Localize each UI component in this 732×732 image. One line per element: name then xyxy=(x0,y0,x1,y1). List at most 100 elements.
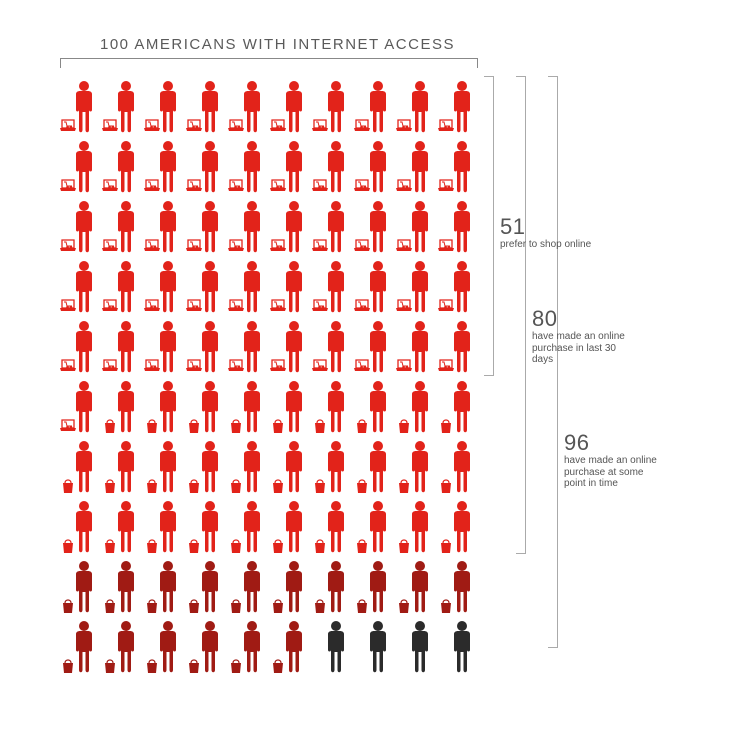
person-icon xyxy=(228,76,270,136)
person-icon xyxy=(60,136,102,196)
person-icon xyxy=(312,76,354,136)
person-icon xyxy=(438,616,480,676)
person-icon xyxy=(396,136,438,196)
person-icon xyxy=(186,496,228,556)
person-icon xyxy=(186,436,228,496)
person-icon xyxy=(186,556,228,616)
person-icon xyxy=(270,196,312,256)
person-icon xyxy=(102,316,144,376)
person-icon xyxy=(312,196,354,256)
person-icon xyxy=(60,256,102,316)
side-bracket-0 xyxy=(484,76,494,376)
person-icon xyxy=(228,496,270,556)
person-icon xyxy=(60,496,102,556)
person-icon xyxy=(102,196,144,256)
person-icon xyxy=(102,436,144,496)
person-icon xyxy=(438,196,480,256)
person-icon xyxy=(102,616,144,676)
person-icon xyxy=(144,436,186,496)
person-icon xyxy=(270,556,312,616)
person-icon xyxy=(228,376,270,436)
person-icon xyxy=(396,76,438,136)
stat-label-0: 51prefer to shop online xyxy=(500,214,591,251)
person-icon xyxy=(438,436,480,496)
person-icon xyxy=(312,316,354,376)
person-icon xyxy=(312,256,354,316)
person-icon xyxy=(228,556,270,616)
person-icon xyxy=(144,376,186,436)
person-icon xyxy=(396,256,438,316)
person-icon xyxy=(144,136,186,196)
person-icon xyxy=(396,316,438,376)
person-icon xyxy=(60,436,102,496)
people-grid xyxy=(60,76,480,676)
person-icon xyxy=(270,496,312,556)
person-icon xyxy=(438,376,480,436)
person-icon xyxy=(438,316,480,376)
stat-label-2: 96have made an online purchase at some p… xyxy=(564,430,664,490)
person-icon xyxy=(312,136,354,196)
person-icon xyxy=(60,556,102,616)
person-icon xyxy=(102,496,144,556)
person-icon xyxy=(60,376,102,436)
person-icon xyxy=(354,616,396,676)
person-icon xyxy=(60,316,102,376)
person-icon xyxy=(396,496,438,556)
stat-text: have made an online purchase at some poi… xyxy=(564,455,664,490)
person-icon xyxy=(186,136,228,196)
person-icon xyxy=(312,496,354,556)
person-icon xyxy=(144,316,186,376)
person-icon xyxy=(270,376,312,436)
person-icon xyxy=(270,316,312,376)
person-icon xyxy=(312,556,354,616)
person-icon xyxy=(60,616,102,676)
person-icon xyxy=(312,616,354,676)
person-icon xyxy=(228,256,270,316)
person-icon xyxy=(270,136,312,196)
person-icon xyxy=(144,76,186,136)
stat-value: 51 xyxy=(500,214,591,239)
side-bracket-1 xyxy=(516,76,526,554)
person-icon xyxy=(144,256,186,316)
person-icon xyxy=(60,76,102,136)
person-icon xyxy=(396,616,438,676)
person-icon xyxy=(354,436,396,496)
person-icon xyxy=(438,256,480,316)
person-icon xyxy=(186,76,228,136)
person-icon xyxy=(186,256,228,316)
person-icon xyxy=(270,256,312,316)
stat-label-1: 80have made an online purchase in last 3… xyxy=(532,306,632,366)
stat-value: 96 xyxy=(564,430,664,455)
person-icon xyxy=(144,616,186,676)
stat-value: 80 xyxy=(532,306,632,331)
person-icon xyxy=(312,376,354,436)
person-icon xyxy=(102,376,144,436)
person-icon xyxy=(438,136,480,196)
person-icon xyxy=(144,556,186,616)
person-icon xyxy=(102,136,144,196)
person-icon xyxy=(186,616,228,676)
person-icon xyxy=(396,196,438,256)
person-icon xyxy=(186,316,228,376)
person-icon xyxy=(438,496,480,556)
person-icon xyxy=(354,316,396,376)
person-icon xyxy=(354,196,396,256)
person-icon xyxy=(228,316,270,376)
person-icon xyxy=(396,556,438,616)
person-icon xyxy=(438,556,480,616)
person-icon xyxy=(312,436,354,496)
person-icon xyxy=(186,376,228,436)
top-bracket xyxy=(60,58,478,68)
person-icon xyxy=(186,196,228,256)
person-icon xyxy=(102,556,144,616)
person-icon xyxy=(228,616,270,676)
person-icon xyxy=(354,256,396,316)
stat-text: have made an online purchase in last 30 … xyxy=(532,331,632,366)
person-icon xyxy=(228,136,270,196)
person-icon xyxy=(102,256,144,316)
person-icon xyxy=(354,76,396,136)
person-icon xyxy=(228,436,270,496)
person-icon xyxy=(354,376,396,436)
person-icon xyxy=(354,136,396,196)
person-icon xyxy=(270,76,312,136)
